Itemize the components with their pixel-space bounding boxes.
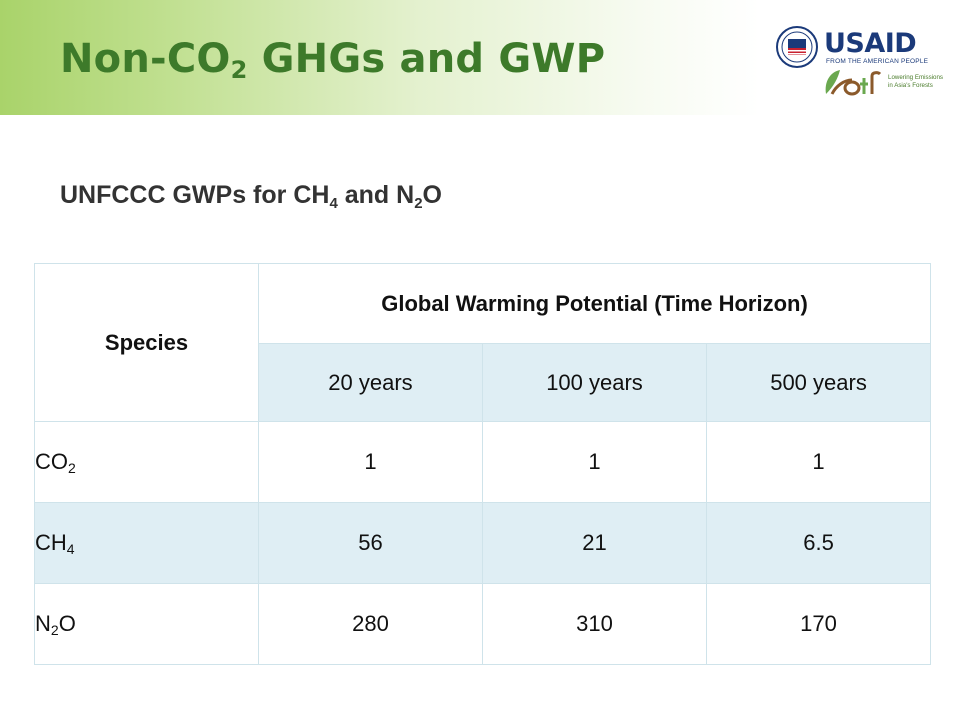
leaf-tagline: Lowering Emissions in Asia's Forests [888, 74, 944, 89]
value-cell: 310 [482, 583, 707, 665]
horizon-header-100: 100 years [482, 343, 707, 422]
species-cell: CH4 [34, 502, 259, 584]
gwp-header: Global Warming Potential (Time Horizon) [257, 263, 932, 344]
logo-group: USAID FROM THE AMERICAN PEOPLE Lowering … [776, 24, 946, 100]
value-cell: 1 [705, 421, 932, 503]
usaid-wordmark: USAID [824, 28, 917, 59]
value-cell: 6.5 [705, 502, 932, 584]
usaid-tagline: FROM THE AMERICAN PEOPLE [826, 58, 929, 65]
table-header-row: Species Global Warming Potential (Time H… [34, 263, 932, 422]
value-cell: 56 [258, 502, 483, 584]
value-cell: 1 [258, 421, 483, 503]
horizon-header-20: 20 years [258, 343, 483, 422]
leaf-logo-icon [825, 70, 882, 96]
horizon-header-500: 500 years [705, 343, 932, 422]
value-cell: 21 [482, 502, 707, 584]
species-header: Species [34, 263, 259, 422]
gwp-table: Species Global Warming Potential (Time H… [34, 263, 932, 665]
value-cell: 280 [258, 583, 483, 665]
species-cell: CO2 [34, 421, 259, 503]
usaid-seal-icon [776, 26, 818, 68]
table-row: CH4 56 21 6.5 [34, 502, 932, 584]
table-row: CO2 1 1 1 [34, 421, 932, 503]
table-row: N2O 280 310 170 [34, 583, 932, 665]
slide-subtitle: UNFCCC GWPs for CH4 and N2O [60, 181, 442, 212]
table-subheader-row: 20 years 100 years 500 years [35, 343, 932, 422]
value-cell: 1 [482, 421, 707, 503]
value-cell: 170 [705, 583, 932, 665]
slide-title: Non-CO2 GHGs and GWP [60, 36, 606, 84]
species-cell: N2O [34, 583, 259, 665]
